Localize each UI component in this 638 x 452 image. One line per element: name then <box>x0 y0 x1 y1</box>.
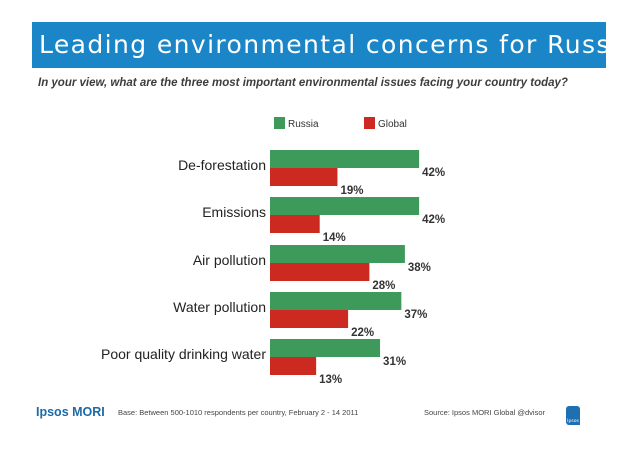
category-label: Air pollution <box>193 252 266 268</box>
legend-swatch-global <box>364 117 375 129</box>
global-bar <box>270 215 320 233</box>
category-label: De-forestation <box>178 157 266 173</box>
global-bar <box>270 357 317 375</box>
ipsos-mori-logo: Ipsos MORI <box>36 405 105 419</box>
ipsos-badge-icon: Ipsos <box>566 406 580 425</box>
russia-value-label: 37% <box>404 309 427 321</box>
page-title: Leading environmental concerns for Russi… <box>39 30 636 59</box>
russia-bar <box>270 197 420 215</box>
global-value-label: 14% <box>323 232 346 244</box>
global-value-label: 13% <box>319 374 342 386</box>
global-value-label: 22% <box>351 327 374 339</box>
russia-value-label: 38% <box>408 262 431 274</box>
global-bar <box>270 168 338 186</box>
source-note: Source: Ipsos MORI Global @dvisor <box>424 408 545 417</box>
global-value-label: 28% <box>372 280 395 292</box>
global-bar <box>270 263 370 281</box>
chart-question: In your view, what are the three most im… <box>38 77 568 89</box>
category-label: Emissions <box>202 204 266 220</box>
global-value-label: 19% <box>340 185 363 197</box>
russia-value-label: 31% <box>383 356 406 368</box>
global-bar <box>270 310 349 328</box>
russia-value-label: 42% <box>422 214 445 226</box>
legend-label-global: Global <box>378 119 407 130</box>
russia-bar <box>270 150 420 168</box>
category-label: Poor quality drinking water <box>101 346 266 362</box>
title-banner: Leading environmental concerns for Russi… <box>32 22 634 68</box>
russia-bar <box>270 245 405 263</box>
russia-bar <box>270 292 402 310</box>
legend-label-russia: Russia <box>288 119 319 130</box>
category-label: Water pollution <box>173 299 266 315</box>
russia-bar <box>270 339 381 357</box>
russia-value-label: 42% <box>422 167 445 179</box>
base-note: Base: Between 500-1010 respondents per c… <box>118 408 359 417</box>
legend-swatch-russia <box>274 117 285 129</box>
ipsos-badge-text: Ipsos <box>567 419 579 424</box>
